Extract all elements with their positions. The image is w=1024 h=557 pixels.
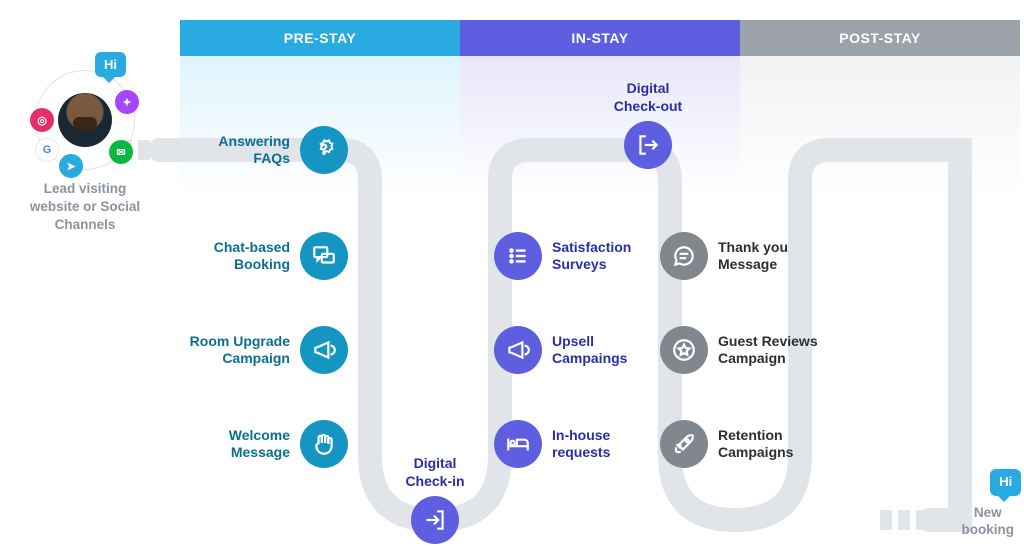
lead-caption-2: website or Social — [30, 199, 140, 214]
google-icon: G — [35, 138, 59, 162]
node-inhouse: In-houserequests — [494, 420, 672, 468]
node-reviews: Guest ReviewsCampaign — [660, 326, 838, 374]
instagram-icon: ◎ — [30, 108, 54, 132]
bubble-icon — [660, 232, 708, 280]
megaphone-icon — [494, 326, 542, 374]
node-checkout: DigitalCheck-out — [603, 80, 693, 169]
rocket-icon — [660, 420, 708, 468]
node-retain: RetentionCampaigns — [660, 420, 838, 468]
lead-visitor: Hi ◎ G ➤ ✉ ✦ Lead visiting website or So… — [10, 70, 160, 235]
telegram-icon: ➤ — [59, 154, 83, 178]
node-chatbook: Chat-basedBooking — [170, 232, 348, 280]
node-surveys: SatisfactionSurveys — [494, 232, 672, 280]
question-icon — [300, 126, 348, 174]
messenger-icon: ✦ — [115, 90, 139, 114]
hi-bubble-newbook: Hi — [990, 469, 1021, 496]
new-booking: Hi New booking — [962, 469, 1015, 539]
avatar-icon — [58, 93, 112, 147]
star-icon — [660, 326, 708, 374]
node-thanks: Thank youMessage — [660, 232, 838, 280]
megaphone-icon — [300, 326, 348, 374]
exit-icon — [624, 121, 672, 169]
wechat-icon: ✉ — [109, 140, 133, 164]
lead-caption-1: Lead visiting — [44, 181, 127, 196]
node-upgrade: Room UpgradeCampaign — [170, 326, 348, 374]
node-checkin: DigitalCheck-in — [395, 455, 475, 544]
bed-icon — [494, 420, 542, 468]
node-welcome: WelcomeMessage — [170, 420, 348, 468]
node-upsell: UpsellCampaings — [494, 326, 672, 374]
wave-icon — [300, 420, 348, 468]
lead-caption-3: Channels — [55, 217, 116, 232]
enter-icon — [411, 496, 459, 544]
list-icon — [494, 232, 542, 280]
hi-bubble-lead: Hi — [95, 52, 126, 77]
node-faqs: AnsweringFAQs — [170, 126, 348, 174]
chat-icon — [300, 232, 348, 280]
dash-newbook — [880, 510, 928, 530]
